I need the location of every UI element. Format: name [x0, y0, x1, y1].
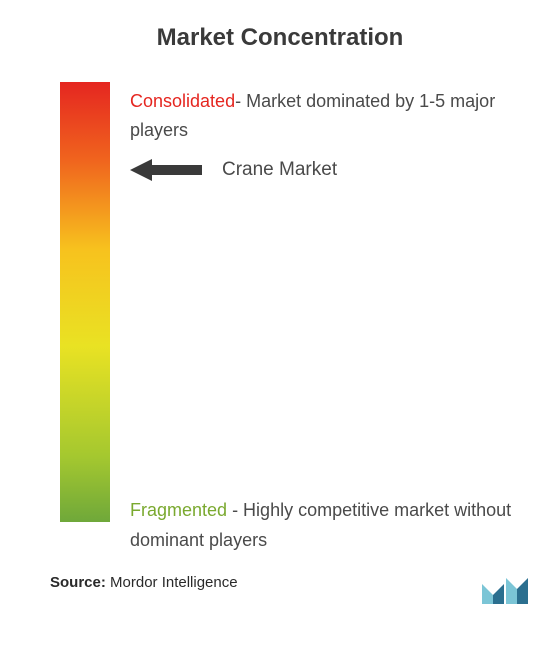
market-marker: Crane Market — [130, 158, 337, 182]
fragmented-keyword: Fragmented — [130, 500, 227, 520]
concentration-chart: Consolidated- Market dominated by 1-5 ma… — [60, 82, 560, 572]
gradient-bar — [60, 82, 110, 522]
source-line: Source: Mordor Intelligence — [50, 574, 238, 591]
market-name-label: Crane Market — [222, 159, 337, 181]
consolidated-label: Consolidated- Market dominated by 1-5 ma… — [130, 87, 540, 145]
source-prefix: Source: — [50, 574, 110, 591]
source-value: Mordor Intelligence — [110, 574, 238, 591]
brand-logo-icon — [480, 569, 530, 607]
arrow-left-icon — [130, 158, 202, 182]
page-title: Market Concentration — [0, 0, 560, 62]
fragmented-label: Fragmented - Highly competitive market w… — [130, 495, 540, 556]
consolidated-keyword: Consolidated — [130, 91, 235, 111]
